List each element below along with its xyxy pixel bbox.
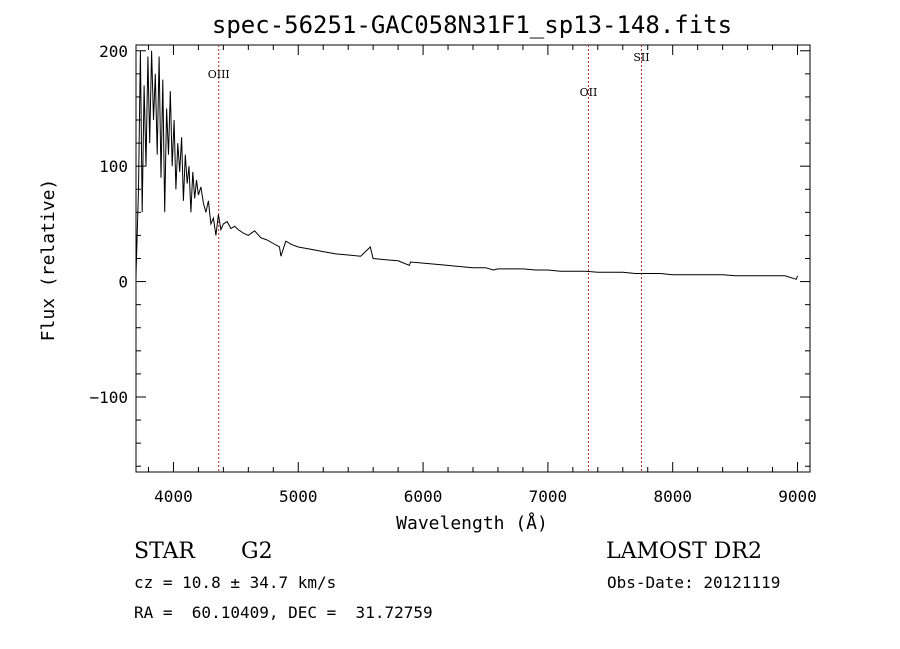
axis-ticks: 4000 5000 6000 7000 8000 9000 −100 0 100 200 xyxy=(89,42,816,506)
redshift-readout: cz = 10.8 ± 34.7 km/s xyxy=(134,573,337,592)
object-class: STAR xyxy=(134,539,195,564)
survey-name: LAMOST DR2 xyxy=(606,539,762,564)
emission-line-markers: OIII OII SII xyxy=(208,45,650,472)
plot-frame xyxy=(135,44,811,473)
x-tick-label: 7000 xyxy=(529,487,568,506)
x-tick-label: 6000 xyxy=(404,487,443,506)
x-axis-label: Wavelength (Å) xyxy=(396,512,548,534)
coordinates: RA = 60.10409, DEC = 31.72759 xyxy=(134,603,433,622)
y-tick-label: 0 xyxy=(118,273,128,292)
x-tick-label: 4000 xyxy=(154,487,193,506)
y-tick-label: 200 xyxy=(99,42,128,61)
emission-line-label: OII xyxy=(580,86,598,99)
spectrum-line xyxy=(135,50,798,280)
y-axis-label: Flux (relative) xyxy=(38,179,59,342)
y-tick-label: −100 xyxy=(89,388,128,407)
x-tick-label: 9000 xyxy=(778,487,817,506)
x-tick-label: 8000 xyxy=(653,487,692,506)
object-subclass: G2 xyxy=(241,539,273,564)
chart-title: spec-56251-GAC058N31F1_sp13-148.fits xyxy=(212,11,732,39)
x-tick-label: 5000 xyxy=(279,487,318,506)
emission-line-label: OIII xyxy=(208,68,230,81)
emission-line-label: SII xyxy=(633,51,649,64)
obs-date: Obs-Date: 20121119 xyxy=(607,573,781,592)
y-tick-label: 100 xyxy=(99,157,128,176)
